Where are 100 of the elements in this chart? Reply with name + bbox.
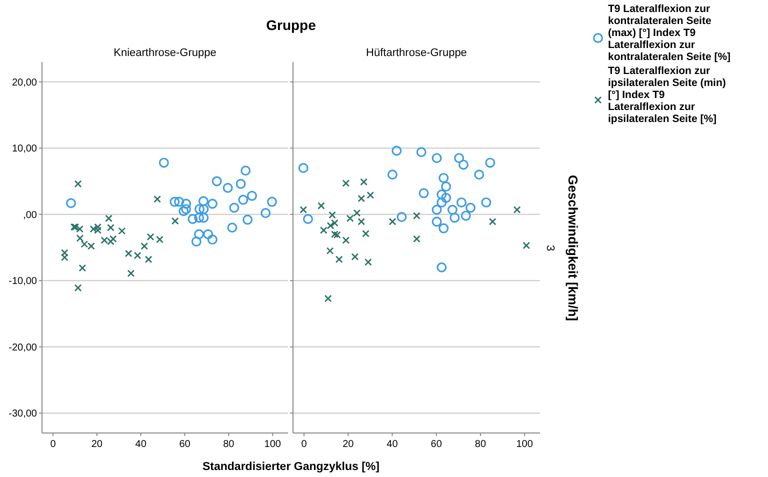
point (78, 264, 86, 272)
point (198, 196, 208, 206)
x-tick-label: 60 (179, 439, 191, 450)
x-tick-label: 60 (430, 439, 442, 450)
point (436, 262, 447, 272)
point (171, 217, 179, 225)
point (194, 212, 204, 223)
y-tick-label: -30,00 (8, 408, 38, 420)
point (154, 195, 162, 203)
point (436, 197, 447, 208)
point (436, 190, 447, 200)
point (140, 242, 148, 250)
point (335, 256, 343, 264)
x-tick-label: 20 (91, 439, 103, 450)
point (127, 270, 135, 278)
point (392, 146, 402, 156)
x-tick-label: 40 (135, 439, 147, 450)
x-tick-label: 100 (516, 439, 534, 450)
point (418, 188, 429, 198)
point (346, 214, 354, 222)
point (522, 242, 530, 250)
point (60, 254, 68, 262)
y-tick-label: 20,00 (12, 77, 38, 88)
point (212, 176, 222, 186)
y-tick-label: 10,00 (12, 144, 38, 155)
point (351, 253, 359, 260)
point (203, 229, 214, 240)
point (460, 210, 471, 221)
point (222, 182, 233, 193)
point (441, 182, 452, 192)
point (362, 230, 370, 238)
point (74, 284, 82, 292)
point (242, 214, 253, 225)
point (300, 206, 308, 214)
chart-title: Gruppe (266, 17, 316, 33)
point (124, 250, 132, 258)
point (413, 212, 420, 220)
point (229, 202, 240, 213)
point (191, 236, 202, 247)
text: 3 (544, 244, 556, 252)
point (236, 178, 246, 189)
point (333, 231, 341, 239)
point (207, 234, 218, 245)
x-tick-label: 80 (223, 439, 235, 450)
point (513, 206, 521, 214)
point (318, 202, 325, 210)
point (144, 256, 152, 264)
point (158, 158, 169, 168)
point (387, 170, 398, 180)
point (118, 227, 126, 235)
point (320, 226, 328, 234)
y-tick-label: -20,00 (8, 342, 38, 354)
point (364, 258, 372, 266)
point (366, 191, 374, 199)
x-tick-label: 40 (386, 439, 398, 450)
point (238, 194, 248, 205)
point (342, 236, 350, 244)
point (432, 153, 442, 164)
point (388, 218, 396, 226)
point (458, 160, 468, 170)
point (330, 230, 338, 238)
point (481, 197, 492, 208)
point (474, 170, 484, 180)
point (353, 209, 361, 217)
point (342, 180, 350, 187)
point (266, 196, 277, 207)
chart-subtitle: Kniearthrose-Gruppe (114, 47, 216, 59)
x-axis-title: Standardisierter Gangzyklus [%] (202, 461, 380, 473)
point (432, 204, 442, 215)
point (146, 233, 154, 241)
point (198, 212, 209, 223)
legend-label: T9 Lateralflexion zur kontralateralen Seite (max) [°] Index T9 Lateralflexion zur kontralateralen Seite [%] (608, 3, 731, 63)
x-tick-label: 0 (50, 439, 56, 450)
point (90, 225, 98, 233)
x-tick-label: 20 (342, 439, 354, 450)
point (438, 172, 449, 183)
legend-label: T9 Lateralflexion zur ipsilateralen Seite (min) [°] Index T9 Lateralflexion zur ipsilateralen Seite [%] (608, 65, 726, 125)
x-tick-label: 100 (264, 439, 282, 450)
text: Geschwindigkeit [km/h] (565, 175, 580, 321)
point (454, 153, 464, 164)
x-tick-label: 0 (301, 439, 308, 450)
point (76, 234, 84, 242)
y-tick-label: ,00 (23, 210, 38, 221)
point (326, 247, 334, 255)
point (194, 229, 204, 240)
point (170, 196, 180, 207)
point (441, 192, 452, 203)
point (227, 222, 238, 233)
chart-subtitle: Hüftarthrose-Gruppe (366, 47, 467, 59)
point (488, 218, 496, 226)
point (324, 294, 332, 302)
point (396, 212, 407, 222)
point (326, 222, 334, 230)
point (105, 214, 112, 222)
point (107, 224, 114, 232)
point (174, 196, 184, 207)
point (485, 158, 496, 168)
point (246, 190, 257, 201)
point (181, 204, 192, 214)
point (178, 206, 189, 216)
